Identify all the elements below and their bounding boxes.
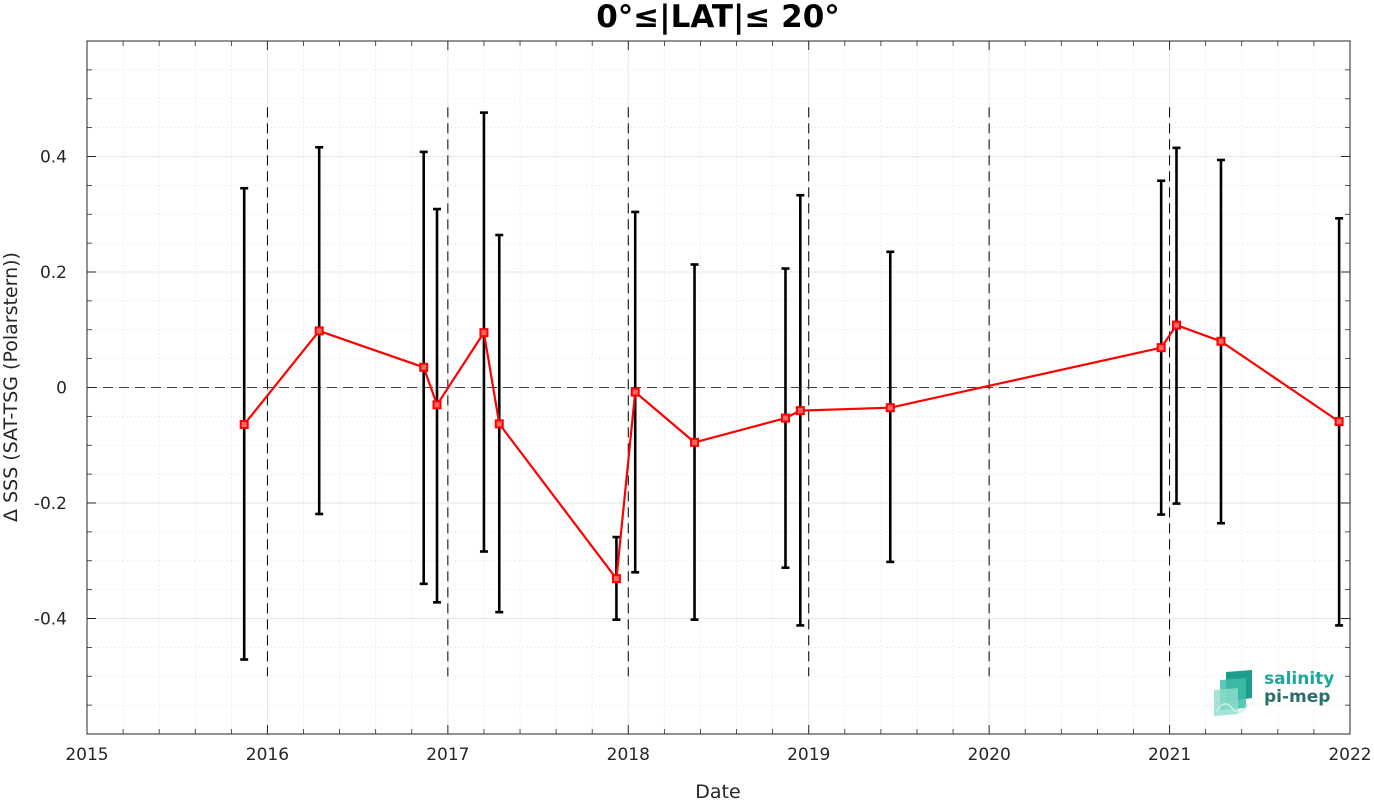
data-point-marker: [432, 400, 442, 410]
data-point-marker: [479, 328, 489, 338]
y-axis-label: Δ SSS (SAT-TSG (Polarstern)): [0, 252, 22, 522]
x-tick-label: 2016: [246, 745, 289, 765]
x-tick-label: 2017: [426, 745, 469, 765]
data-point-marker: [494, 419, 504, 429]
y-tick-label: 0.2: [40, 263, 67, 283]
x-tick-label: 2019: [787, 745, 830, 765]
data-point-marker: [239, 419, 249, 429]
data-point-marker: [780, 413, 790, 423]
data-point-marker: [611, 574, 621, 584]
data-point-marker: [795, 406, 805, 416]
year-boundary-lines: [266, 107, 1171, 677]
data-point-marker: [1216, 336, 1226, 346]
x-tick-labels: 2015 2016 2017 2018 2019 2020 2021 2022: [65, 745, 1371, 765]
axis-ticks: [86, 41, 1351, 734]
x-tick-label: 2015: [65, 745, 108, 765]
data-point-marker: [1334, 417, 1344, 427]
x-tick-label: 2022: [1328, 745, 1371, 765]
x-tick-label: 2021: [1148, 745, 1191, 765]
x-tick-label: 2020: [968, 745, 1011, 765]
minor-grid: [87, 41, 1350, 734]
x-tick-label: 2018: [607, 745, 650, 765]
x-axis-label: Date: [695, 781, 740, 801]
logo-line2: pi-mep: [1264, 687, 1331, 707]
y-tick-labels: -0.4 -0.2 0 0.2 0.4: [34, 148, 67, 630]
data-point-marker: [885, 403, 895, 413]
data-point-marker: [1171, 320, 1181, 330]
y-tick-label: 0.4: [40, 148, 67, 168]
salinity-pi-mep-logo: salinity pi-mep: [1212, 668, 1342, 718]
series-line: [243, 323, 1340, 582]
data-point-marker: [630, 387, 640, 397]
data-point-marker: [690, 437, 700, 447]
series-markers: [239, 320, 1344, 584]
y-tick-label: 0: [56, 379, 67, 399]
logo-mark-icon: [1214, 670, 1252, 716]
data-point-marker: [419, 362, 429, 372]
logo-line1: salinity: [1264, 669, 1335, 689]
y-tick-label: -0.2: [34, 494, 67, 514]
data-point-marker: [1156, 343, 1166, 353]
y-tick-label: -0.4: [34, 610, 67, 630]
data-point-marker: [314, 326, 324, 336]
chart-title: 0°≤|LAT|≤ 20°: [596, 0, 840, 35]
error-bars: [240, 111, 1344, 661]
